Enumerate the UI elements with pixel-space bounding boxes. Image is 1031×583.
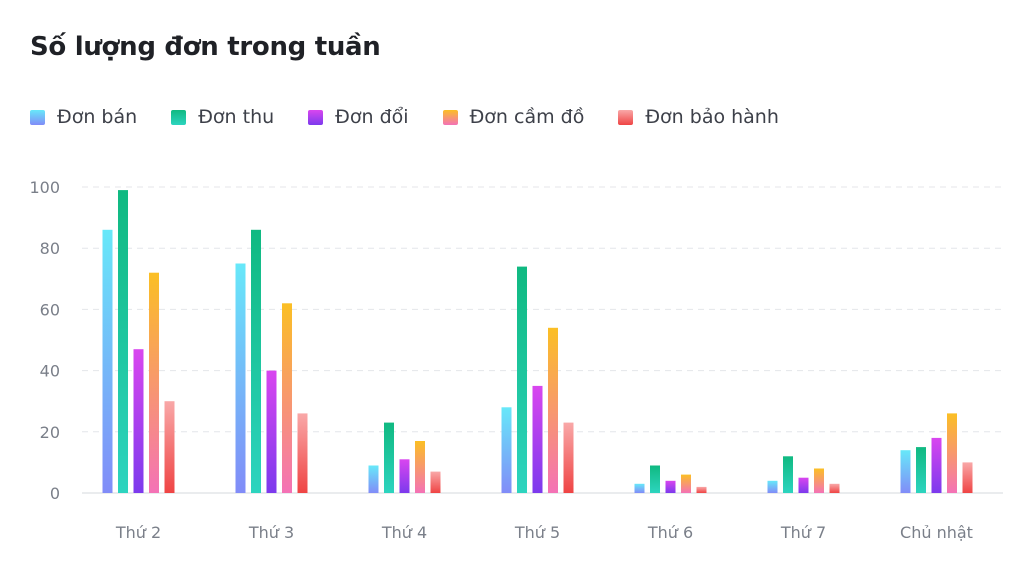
chart-legend: Đơn bán Đơn thu Đơn đổi Đơn cầm đồ Đơn b… [30,106,813,128]
x-tick-label: Thứ 6 [647,523,693,542]
y-tick-label: 80 [40,239,60,258]
x-tick-label: Chủ nhật [900,523,973,542]
legend-label: Đơn bảo hành [645,106,779,128]
legend-swatch [442,109,458,125]
legend-item-don-doi[interactable]: Đơn đổi [308,106,409,128]
legend-swatch [30,109,45,125]
bar [133,349,144,493]
bar [916,447,926,493]
bar [548,327,558,493]
x-tick-label: Thứ 7 [780,523,826,542]
legend-item-don-thu[interactable]: Đơn thu [171,106,274,128]
y-tick-label: 0 [50,484,60,503]
chart-title: Số lượng đơn trong tuần [30,32,381,62]
bar [650,465,660,493]
bar [665,480,676,493]
y-tick-label: 100 [29,178,60,197]
bar [430,471,441,493]
bar [102,229,113,494]
bar [634,483,645,493]
bar [415,441,425,493]
bar [783,456,793,493]
bar [829,483,840,493]
bar [251,229,261,494]
legend-label: Đơn thu [198,106,275,128]
bar [297,413,308,493]
legend-label: Đơn bán [57,106,138,128]
bar [235,263,246,493]
bar [681,474,691,493]
bar [563,422,574,493]
legend-swatch [618,109,634,125]
y-tick-label: 20 [40,423,60,442]
bar [532,385,543,493]
bar [399,459,410,493]
bar [947,413,957,493]
legend-label: Đơn cầm đồ [469,106,585,128]
legend-item-don-cam-do[interactable]: Đơn cầm đồ [442,106,585,128]
bar [517,266,527,493]
bar [266,370,277,493]
bar [767,480,778,493]
legend-swatch [308,109,324,125]
bar [814,468,824,493]
bar [962,462,973,493]
x-tick-label: Thứ 2 [115,523,161,542]
bar [931,437,942,493]
y-tick-label: 60 [40,300,60,319]
bar [501,407,512,493]
bar [900,450,911,493]
legend-swatch [171,109,187,125]
x-tick-label: Thứ 4 [381,523,427,542]
bar [384,422,394,493]
legend-item-don-ban[interactable]: Đơn bán [30,106,137,128]
x-tick-label: Thứ 3 [248,523,294,542]
bar [696,486,707,493]
legend-label: Đơn đổi [335,106,409,128]
bar [368,465,379,493]
bar [118,190,128,493]
bar [149,272,159,493]
legend-item-don-bao-hanh[interactable]: Đơn bảo hành [618,106,779,128]
bar [798,477,809,493]
bar [164,401,175,493]
bar [282,303,292,493]
y-tick-label: 40 [40,362,60,381]
x-tick-label: Thứ 5 [514,523,560,542]
